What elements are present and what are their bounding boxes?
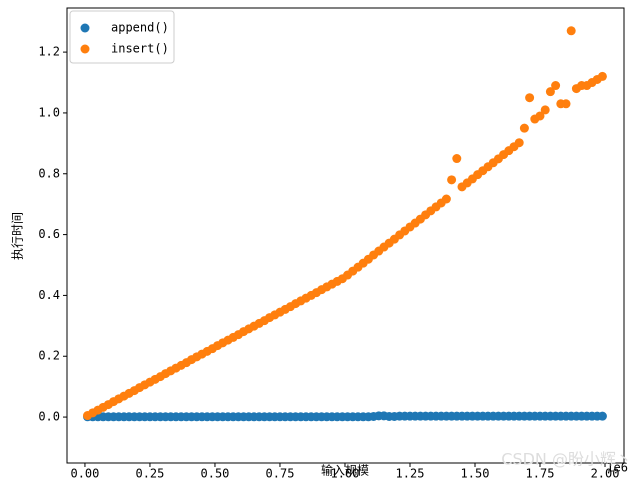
scatter-point [441,194,451,204]
x-offset-label: 1e6 [606,461,628,475]
y-tick-label: 0.0 [38,410,60,424]
legend-marker [80,23,90,33]
scatter-point [566,26,576,36]
y-tick-label: 0.4 [38,288,60,302]
x-tick-label: 0.25 [135,467,164,480]
scatter-point [519,123,529,133]
y-axis-label: 执行时间 [11,212,25,260]
scatter-point [597,71,607,81]
y-tick-label: 0.6 [38,227,60,241]
x-tick-label: 0.00 [70,467,99,480]
scatter-point [551,81,561,91]
legend-label: insert() [111,42,169,56]
x-tick-label: 0.75 [266,467,295,480]
x-tick-label: 2.00 [591,467,620,480]
legend-box [69,10,175,64]
scatter-point [514,138,524,148]
legend-marker [80,44,90,54]
plot-frame [66,7,625,464]
y-tick-label: 1.0 [38,105,60,119]
scatter-point [535,111,545,121]
scatter-point [545,87,555,97]
x-tick-label: 1.75 [526,467,555,480]
scatter-point [597,411,607,421]
watermark: CSDN @盼小辉丶 [501,450,632,469]
y-tick-label: 0.2 [38,349,60,363]
y-tick-label: 0.8 [38,166,60,180]
x-tick-label: 1.50 [461,467,490,480]
scatter-point [525,93,535,103]
x-axis-label: 输入规模 [321,463,369,478]
x-tick-label: 1.25 [396,467,425,480]
y-tick-label: 1.2 [38,45,60,59]
scatter-point [561,99,571,109]
x-tick-label: 1.00 [331,467,360,480]
legend-label: append() [111,21,169,35]
scatter-point [447,175,457,185]
scatter-point [452,154,462,164]
x-tick-label: 0.50 [201,467,230,480]
scatter-point [540,105,550,115]
